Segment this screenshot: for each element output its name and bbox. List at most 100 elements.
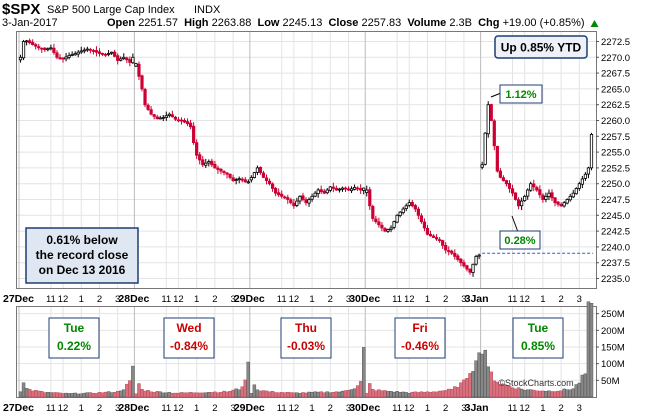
candle-body xyxy=(556,201,560,205)
candle-body xyxy=(489,104,493,121)
candle-body xyxy=(301,195,305,200)
day-box-4-day: Fri xyxy=(412,321,427,335)
candle-body xyxy=(328,186,332,191)
volume-bar xyxy=(556,390,560,398)
candle-body xyxy=(359,188,363,191)
price-tick-label: 2255.0 xyxy=(601,148,630,159)
volume-bar xyxy=(440,390,445,398)
candle-body xyxy=(447,250,451,253)
day-box-2: Wed -0.84% xyxy=(163,317,215,359)
candle-body xyxy=(106,53,111,55)
time-label: 28Dec xyxy=(118,402,149,414)
candle-body xyxy=(213,163,217,169)
volume-bar xyxy=(395,391,399,398)
volume-bar xyxy=(568,389,572,398)
candle-body xyxy=(182,120,187,123)
candle-body xyxy=(425,227,430,235)
candle-body xyxy=(85,48,89,51)
volume-bar xyxy=(532,389,536,398)
volume-bar xyxy=(131,365,135,398)
candle-body xyxy=(438,239,442,242)
time-label: 12 xyxy=(519,294,530,305)
volume-bar xyxy=(371,389,375,398)
volume-axis: 250M 200M 150M 100M 50M xyxy=(596,309,625,387)
candle-body xyxy=(492,120,496,147)
candle-body xyxy=(428,233,433,237)
time-label: 3 xyxy=(115,403,120,414)
time-label: 3 xyxy=(461,403,466,414)
volume-bar xyxy=(535,390,539,398)
time-label: 3 xyxy=(577,294,582,305)
candle-body xyxy=(91,50,96,52)
volume-bar xyxy=(240,386,244,398)
candle-body xyxy=(544,195,548,200)
price-tick-label: 2235.0 xyxy=(601,274,630,285)
candle-body xyxy=(368,189,372,207)
volume-bar xyxy=(222,390,226,398)
candle-body xyxy=(465,265,469,270)
volume-bar xyxy=(410,391,414,398)
volume-bar xyxy=(213,391,217,398)
time-label: 11 xyxy=(277,294,287,305)
volume-bar xyxy=(298,393,302,398)
chg-value: +19.00 (+0.85%) xyxy=(502,17,585,29)
candle-body xyxy=(486,104,490,135)
candle-body xyxy=(219,168,223,172)
volume-bar xyxy=(459,382,463,398)
volume-bar xyxy=(146,390,150,398)
volume-bar xyxy=(295,392,299,398)
time-label: 11 xyxy=(161,294,171,305)
volume-tick-label: 150M xyxy=(601,343,625,354)
candle-body xyxy=(67,54,71,58)
candle-body xyxy=(304,199,308,204)
volume-bar xyxy=(140,389,144,398)
volume-bars xyxy=(18,301,594,398)
time-label: 12 xyxy=(519,403,530,414)
volume-bar xyxy=(252,384,257,398)
volume-bar xyxy=(88,392,93,398)
candle-body xyxy=(94,50,99,53)
candle-body xyxy=(526,189,530,197)
time-label: 1 xyxy=(194,403,199,414)
volume-bar xyxy=(176,392,181,398)
time-label: 2 xyxy=(97,294,102,305)
volume-bar xyxy=(97,392,102,398)
low-pct-box xyxy=(499,230,541,250)
candle-body xyxy=(462,262,466,267)
time-label: 3 xyxy=(230,403,235,414)
volume-bar xyxy=(207,392,211,398)
time-label: 30Dec xyxy=(349,402,380,414)
volume-bar xyxy=(234,388,238,398)
candle-body xyxy=(532,183,536,188)
record-line-1: 0.61% below xyxy=(46,233,118,247)
candle-body xyxy=(204,162,208,166)
volume-bar xyxy=(368,383,372,398)
volume-bar xyxy=(489,371,493,398)
volume-bar xyxy=(465,377,469,398)
candle-body xyxy=(128,59,132,63)
volume-bar xyxy=(264,390,269,398)
candle-body xyxy=(207,161,211,164)
candle-body xyxy=(73,53,77,56)
candle-body xyxy=(407,202,411,206)
volume-bar xyxy=(270,390,275,398)
candle-body xyxy=(119,58,123,61)
open-value: 2251.57 xyxy=(138,17,178,29)
volume-bar xyxy=(30,390,35,398)
candle-body xyxy=(571,192,575,198)
volume-bar xyxy=(225,391,229,398)
candle-body xyxy=(110,51,114,54)
time-label: 12 xyxy=(404,294,415,305)
up-triangle-icon xyxy=(590,20,599,27)
time-label: 2 xyxy=(443,294,448,305)
day-box-5-day: Tue xyxy=(528,321,549,335)
candle-body xyxy=(231,177,235,181)
candle-body xyxy=(131,56,135,64)
day-box-1-chg: 0.22% xyxy=(57,339,91,353)
volume-bar xyxy=(276,392,281,398)
candle-body xyxy=(24,40,29,43)
volume-bar xyxy=(116,390,120,398)
candle-body xyxy=(188,122,193,128)
candle-body xyxy=(222,171,226,174)
candle-body xyxy=(562,202,566,207)
